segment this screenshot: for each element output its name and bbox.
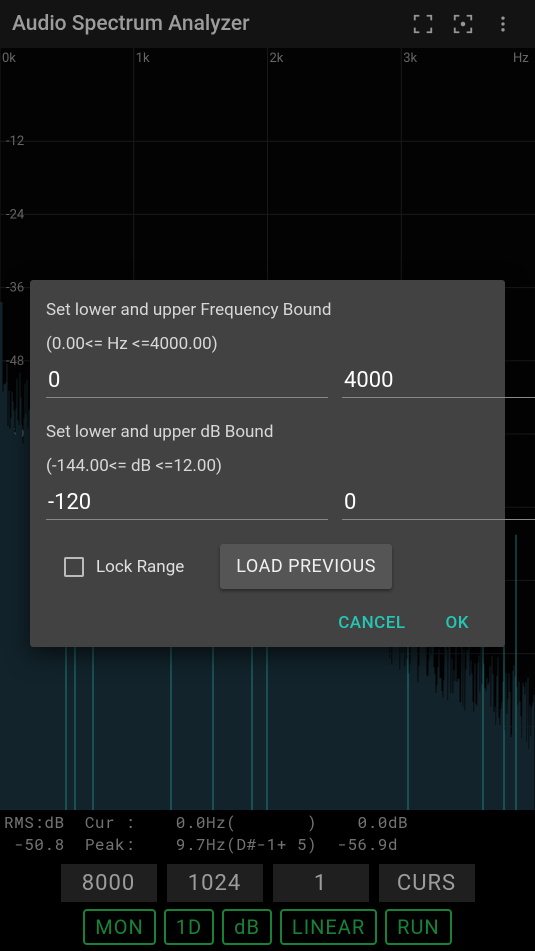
freq-upper-input[interactable]: [342, 364, 535, 398]
load-previous-button[interactable]: LOAD PREVIOUS: [220, 544, 392, 589]
freq-bound-label: Set lower and upper Frequency Bound: [46, 300, 489, 320]
lock-range-checkbox[interactable]: Lock Range: [64, 557, 184, 577]
range-dialog: Set lower and upper Frequency Bound (0.0…: [30, 280, 505, 647]
db-bound-label: Set lower and upper dB Bound: [46, 422, 489, 442]
freq-range-hint: (0.00<= Hz <=4000.00): [46, 334, 489, 354]
lock-range-label: Lock Range: [96, 557, 184, 577]
checkbox-icon: [64, 557, 84, 577]
db-lower-input[interactable]: [46, 486, 328, 520]
db-upper-input[interactable]: [342, 486, 535, 520]
ok-button[interactable]: OK: [446, 613, 469, 633]
freq-lower-input[interactable]: [46, 364, 328, 398]
cancel-button[interactable]: CANCEL: [338, 613, 405, 633]
db-range-hint: (-144.00<= dB <=12.00): [46, 456, 489, 476]
